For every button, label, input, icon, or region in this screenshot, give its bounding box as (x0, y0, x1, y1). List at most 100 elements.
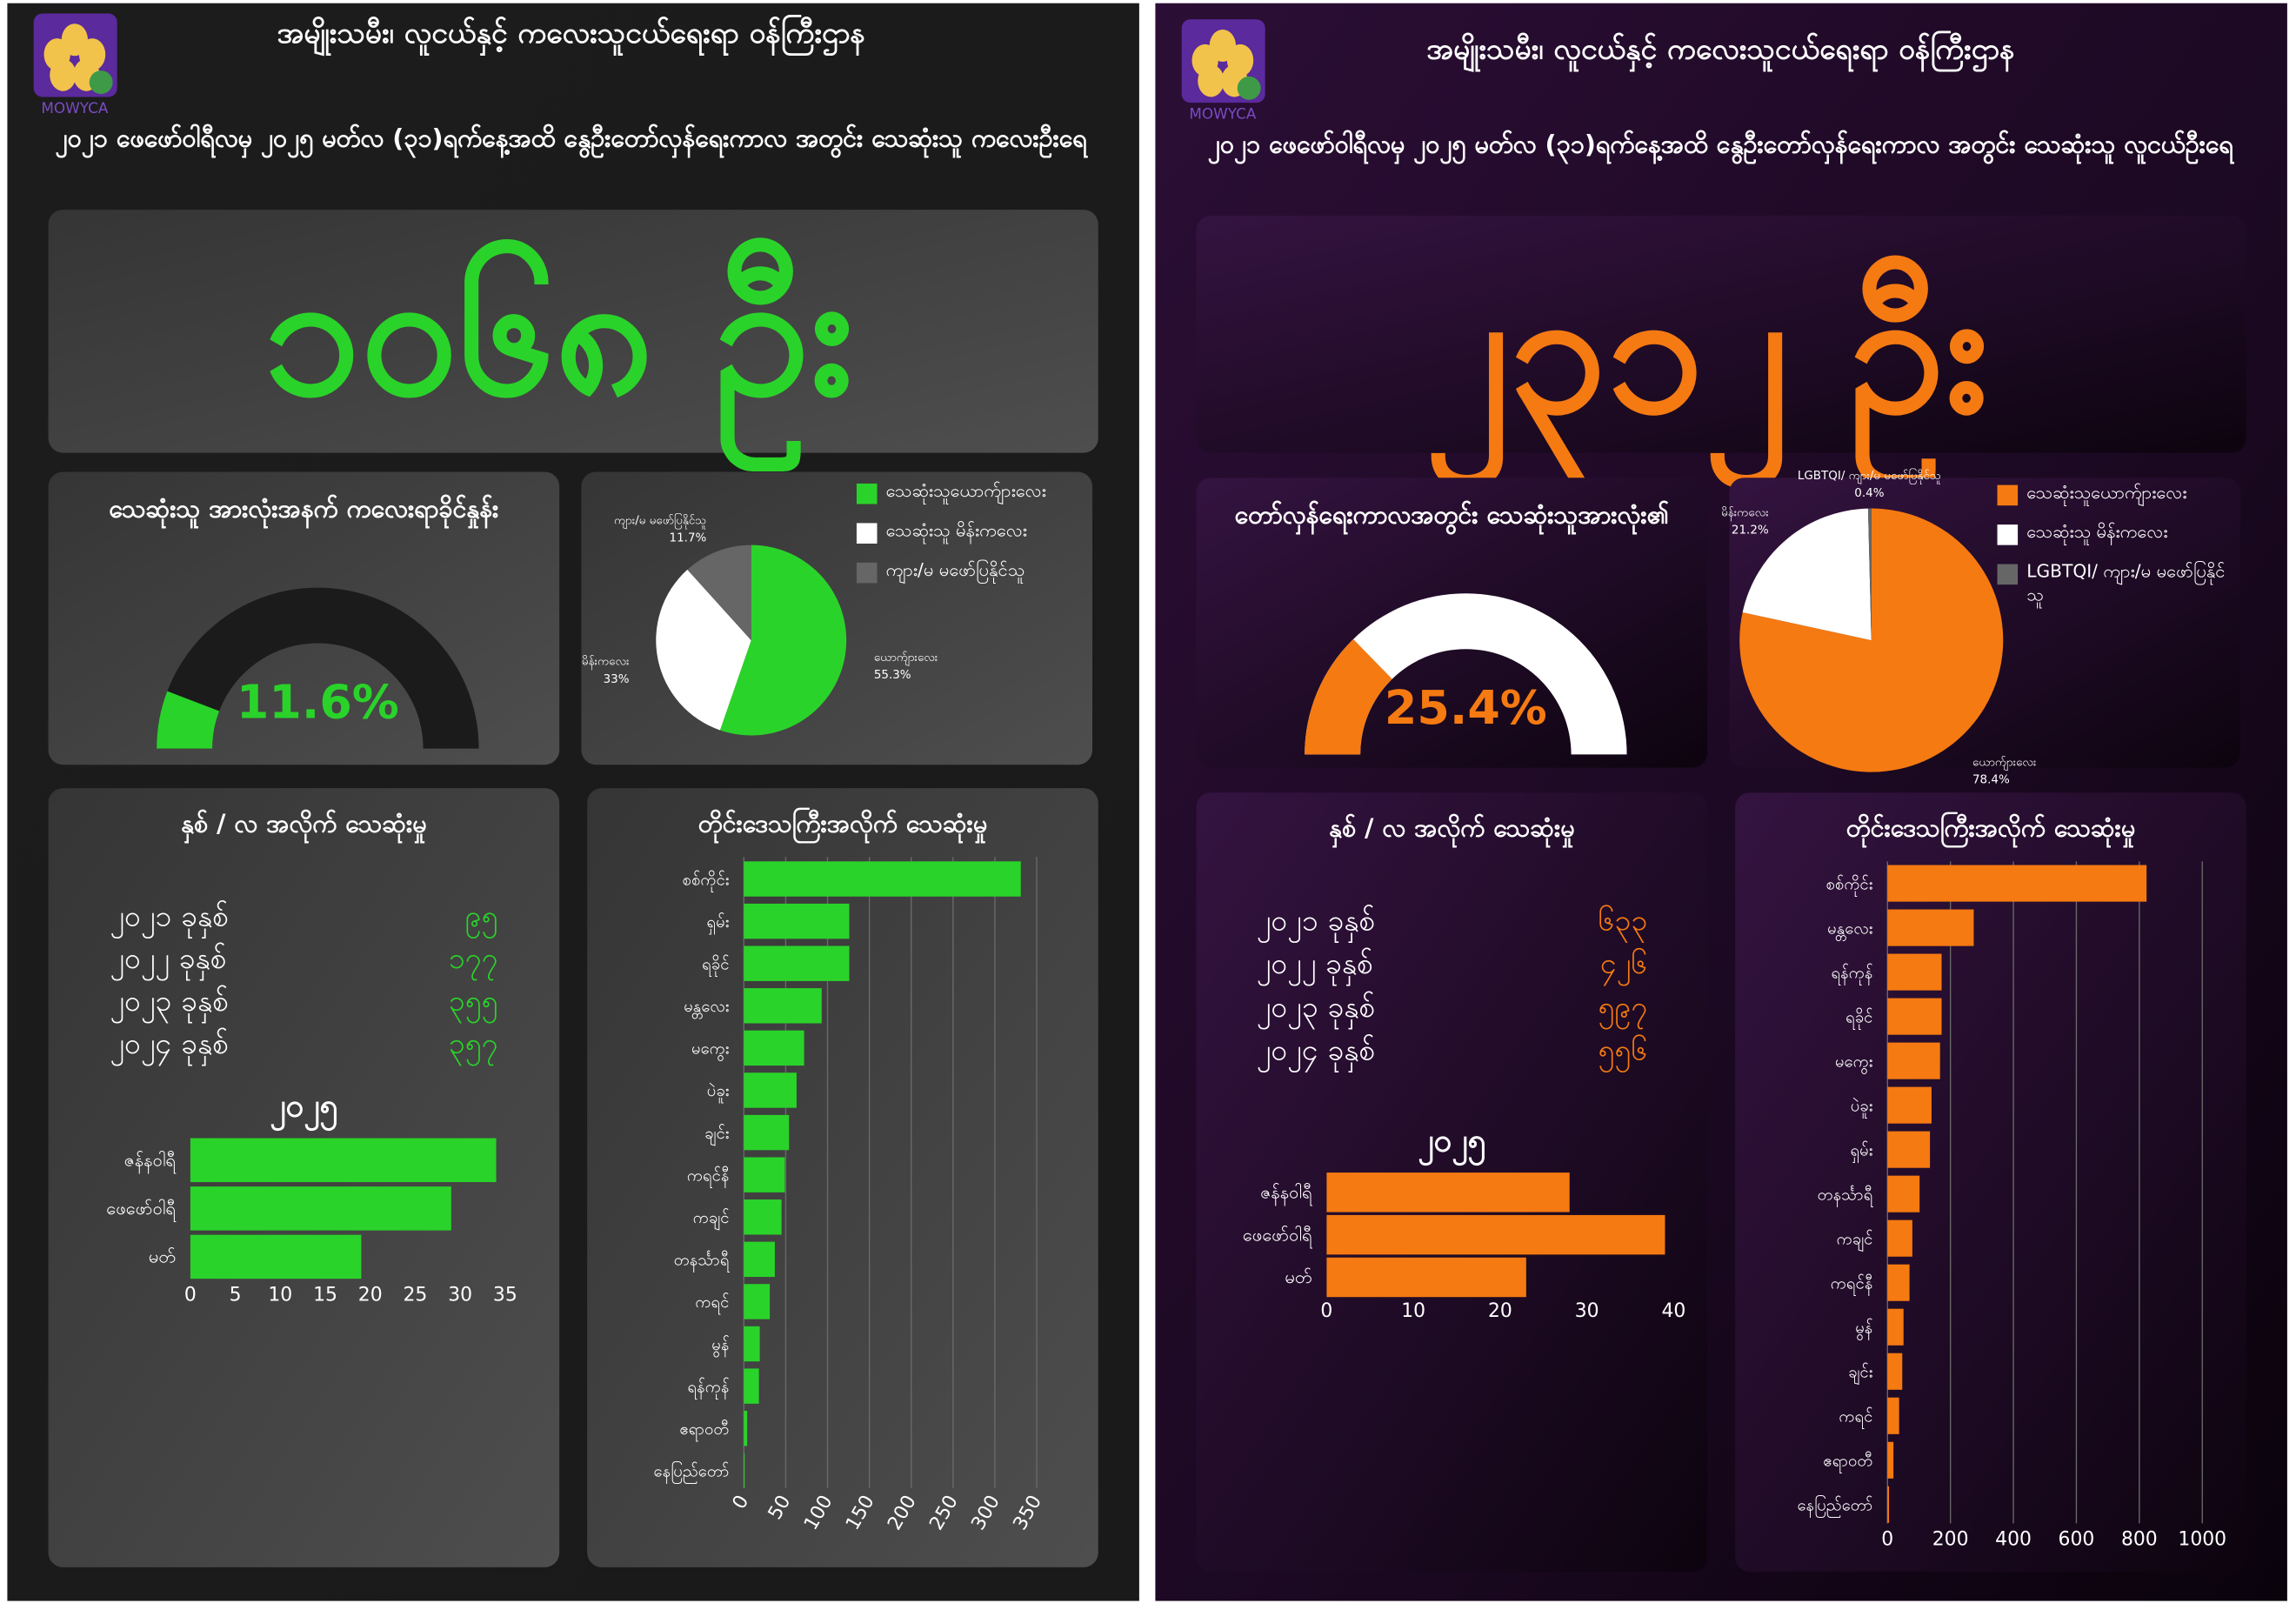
x-tick-label: 800 (2121, 1529, 2158, 1551)
pie-label: ကျား/မ မဖော်ပြနိုင်သူ (614, 513, 706, 530)
bar (1887, 1441, 1894, 1479)
gauge-track (1305, 593, 1627, 755)
legend-label-box: သေဆုံးသူ မိန်းကလေး (886, 520, 1027, 541)
y-tick-label: တနင်္သာရီ (1818, 1186, 1874, 1206)
x-tick-label: 30 (1575, 1300, 1599, 1322)
y-tick-label: ကချင် (1837, 1230, 1873, 1251)
legend-swatch (1997, 484, 2019, 506)
total-card (1196, 215, 2246, 453)
bar (1887, 1175, 1920, 1213)
y-tick-label: မကွေး (1835, 1052, 1872, 1073)
y-tick-label: စစ်ကိုင်း (683, 871, 730, 892)
y-tick-label: ချင်း (704, 1125, 729, 1146)
pie-value-label: 78.4% (1972, 773, 2010, 786)
bar (1887, 1397, 1899, 1434)
x-tick-label: 400 (1995, 1529, 2032, 1551)
subtitle-box: ၂၀၂၁ ဖေဖော်ဝါရီလမှ ၂၀၂၅ မတ်လ (၃၁)ရက်နေ့အ… (55, 124, 1087, 155)
legend-label-box: သေဆုံးသူယောက်ျားလေး (2026, 482, 2187, 503)
y-tick-label: ရခိုင် (1845, 1008, 1872, 1029)
region-title: တိုင်းဒေသကြီးအလိုက် သေဆုံးမှု (1846, 812, 2135, 849)
bar (1887, 998, 1942, 1035)
region-card (1735, 792, 2246, 1572)
y-tick-label: ကချင် (693, 1209, 730, 1230)
x-tick-label: 5 (230, 1284, 242, 1306)
x-tick-label: 600 (2059, 1529, 2095, 1551)
gauge-fill (157, 691, 220, 749)
y-tick-label: မန္တလေး (684, 998, 729, 1019)
y-tick-label: ကရင်နီ (1831, 1274, 1873, 1295)
bar (744, 945, 850, 981)
year-count: ၅၉၇ (1598, 990, 1647, 1030)
year-label: ၂၀၂၄ ခုနှစ် (1257, 1032, 1376, 1072)
bar (1887, 1308, 1904, 1346)
x-tick-label: 25 (404, 1284, 428, 1306)
legend-label: သေဆုံးသူယောက်ျားလေး (2026, 482, 2187, 503)
legend-label-box: LGBTQI/ ကျား/မ မဖော်ပြနိုင်သူ (2026, 561, 2225, 605)
y-tick-label: ချင်း (1848, 1363, 1872, 1384)
bar (1326, 1214, 1665, 1255)
bar (1887, 865, 2147, 902)
year-count: ၃၅၇ (449, 1026, 498, 1066)
pie-slice (687, 544, 751, 641)
y-tick-label: ရန်ကုန် (688, 1378, 730, 1399)
bar (744, 988, 822, 1024)
gauge-title: တော်လှန်ရေးကာလအတွင်း သေဆုံးသူအားလုံး၏ (1234, 501, 1670, 531)
bar (1887, 1086, 1932, 1124)
subtitle: ၂၀၂၁ ဖေဖော်ဝါရီလမှ ၂၀၂၅ မတ်လ (၃၁)ရက်နေ့အ… (55, 124, 1087, 155)
y-tick-label: ဇန်နဝါရီ (124, 1150, 177, 1174)
x-tick-label: 10 (268, 1284, 292, 1306)
legend-label-box: သေဆုံးသူယောက်ျားလေး (886, 481, 1046, 502)
year-count: ၃၅၅ (449, 984, 498, 1024)
y-tick-label: မတ် (1285, 1266, 1312, 1287)
year-label: ၂၀၂၂ ခုနှစ် (1257, 946, 1373, 986)
logo-leaf (89, 70, 113, 95)
logo-petal (1198, 64, 1225, 97)
pie-slice (719, 544, 847, 736)
y-tick-label: မန္တလေး (1827, 919, 1872, 940)
pie-slice (1742, 508, 1872, 641)
y-tick-label: ရန်ကုန် (1831, 964, 1872, 985)
x-tick-label: 40 (1662, 1300, 1686, 1322)
year-label: ၂၀၂၂ ခုနှစ် (110, 941, 226, 981)
bar (1887, 909, 1974, 946)
gauge-title-box: သေဆုံးသူ အားလုံးအနက် ကလေးရာခိုင်နှုန်း (109, 495, 498, 524)
year-label: ၂၀၂၃ ခုနှစ် (110, 984, 229, 1024)
bar (744, 1157, 785, 1192)
gauge-value: 11.6% (237, 674, 399, 729)
x-tick-label: 15 (313, 1284, 337, 1306)
subtitle: ၂၀၂၁ ဖေဖော်ဝါရီလမှ ၂၀၂၅ မတ်လ (၃၁)ရက်နေ့အ… (1207, 130, 2233, 160)
x-tick-label: 20 (358, 1284, 383, 1306)
pie-slice (656, 569, 751, 731)
year-label: ၂၀၂၄ ခုနှစ် (110, 1026, 229, 1066)
bar (744, 1284, 771, 1319)
bar (1887, 1353, 1903, 1390)
pie-value-label: 55.3% (874, 669, 911, 682)
bar (1887, 1486, 1890, 1523)
year-count: ၁၇၇ (449, 941, 498, 981)
y-tick-label: ဖေဖော်ဝါရီ (1243, 1224, 1312, 1248)
x-tick-label: 0 (1320, 1300, 1332, 1322)
year-label: ၂၀၂၁ ခုနှစ် (110, 899, 229, 939)
legend-swatch (1997, 524, 2019, 545)
y-tick-label: ကရင် (1839, 1407, 1872, 1428)
y-tick-label: ရှမ်း (1850, 1141, 1872, 1162)
subtitle-box: ၂၀၂၁ ဖေဖော်ဝါရီလမှ ၂၀၂၅ မတ်လ (၃၁)ရက်နေ့အ… (1207, 130, 2233, 160)
pie-value-label: 21.2% (1732, 524, 1769, 538)
legend-label-box: သေဆုံးသူ မိန်းကလေး (2026, 521, 2168, 543)
gauge-value: 25.4% (1385, 680, 1547, 735)
gauge-track (157, 587, 479, 749)
bar (1887, 1131, 1931, 1168)
pie-label: ယောက်ျားလေး (1972, 755, 2036, 771)
legend-label: သေဆုံးသူ မိန်းကလေး (2026, 521, 2168, 543)
year-count: ၆၃၃ (1598, 903, 1647, 943)
bar (1326, 1172, 1570, 1213)
bar (1887, 1042, 1940, 1079)
y-tick-label: နေပြည်တော် (1798, 1496, 1873, 1518)
y-tick-label: ပဲခူး (1851, 1097, 1873, 1118)
x-tick-label: 10 (1401, 1300, 1425, 1322)
x-tick-label: 1000 (2178, 1529, 2226, 1551)
region-card (587, 788, 1098, 1567)
bar (190, 1138, 497, 1183)
y-tick-label: ဖေဖော်ဝါရီ (106, 1198, 176, 1222)
gauge-fill (1305, 638, 1392, 755)
